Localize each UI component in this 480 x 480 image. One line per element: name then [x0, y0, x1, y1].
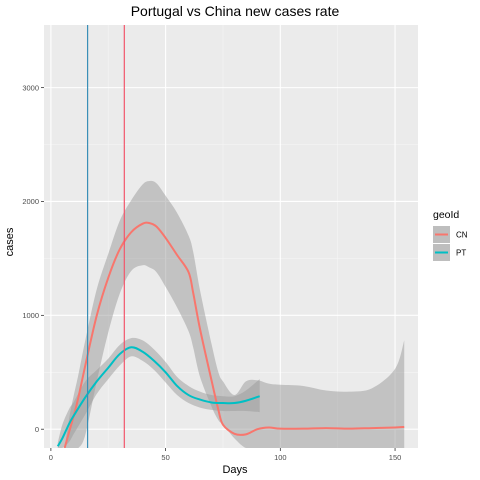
y-tick-label: 3000: [22, 83, 39, 92]
x-tick-label: 50: [161, 453, 169, 462]
y-tick-label: 0: [35, 425, 39, 434]
x-tick-label: 100: [274, 453, 287, 462]
y-axis: 0 1000 2000 3000: [22, 83, 44, 434]
series-lines: [56, 221, 405, 448]
x-tick-label: 0: [49, 453, 53, 462]
x-tick-label: 150: [389, 453, 402, 462]
chart-title: Portugal vs China new cases rate: [131, 3, 340, 19]
x-axis-title: Days: [222, 464, 248, 476]
legend-items: CN PT: [433, 226, 468, 261]
series-line-cn: [63, 221, 405, 448]
legend-label-cn: CN: [456, 231, 468, 240]
legend-label-pt: PT: [456, 249, 466, 258]
ci-band-cn: [64, 180, 405, 448]
confidence-bands: [57, 180, 405, 448]
x-axis: 0 50 100 150: [49, 448, 402, 462]
ci-band-pt: [57, 337, 260, 448]
series-line-pt: [56, 346, 260, 447]
legend-title: geoId: [433, 209, 459, 221]
legend: geoId CN PT: [433, 209, 468, 261]
y-tick-label: 2000: [22, 197, 39, 206]
reference-vlines: [86, 25, 125, 448]
y-axis-title: cases: [4, 227, 16, 256]
y-tick-label: 1000: [22, 311, 39, 320]
